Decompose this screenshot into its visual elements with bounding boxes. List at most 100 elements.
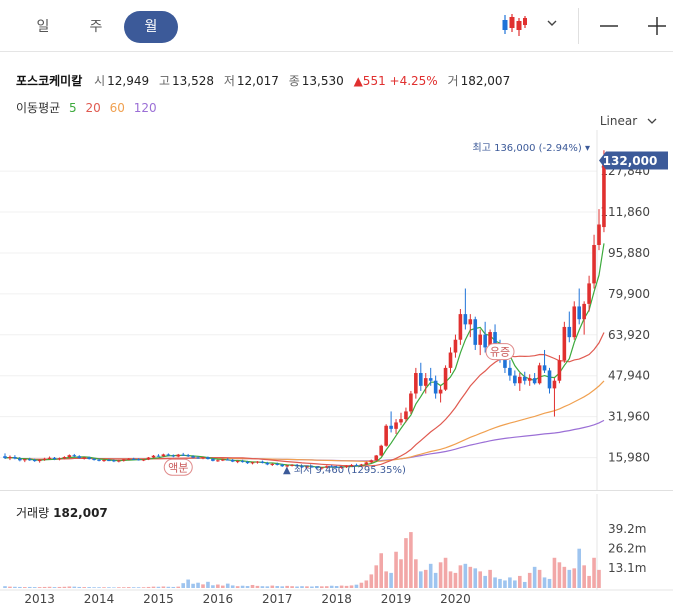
- candle: [196, 456, 200, 459]
- volume-bar: [265, 586, 270, 588]
- candle-body: [275, 463, 280, 465]
- volume-bar: [211, 585, 215, 588]
- current-price-label: 132,000: [603, 154, 658, 168]
- candle: [320, 466, 324, 470]
- tab-month[interactable]: 월: [124, 11, 178, 43]
- candle: [8, 455, 12, 461]
- candle: [334, 465, 339, 469]
- volume-bar: [8, 586, 12, 588]
- volume-bar: [394, 551, 398, 588]
- candle: [597, 209, 601, 251]
- candle-body: [453, 339, 458, 353]
- candle: [315, 465, 319, 469]
- zoom-out-icon[interactable]: [598, 16, 620, 36]
- change-value: ▲551 +4.25%: [353, 74, 438, 88]
- candle-body: [399, 419, 403, 423]
- candle-body: [23, 459, 27, 461]
- chevron-down-icon[interactable]: [546, 18, 558, 28]
- volume-bar: [275, 586, 280, 588]
- volume-bar: [136, 587, 141, 588]
- chart-type-candle-icon[interactable]: [500, 12, 528, 38]
- candle-body: [305, 466, 309, 468]
- volume-bar: [498, 578, 502, 588]
- candle: [122, 459, 126, 462]
- candle: [369, 459, 374, 464]
- candle-body: [57, 458, 62, 460]
- candle-body: [572, 306, 577, 338]
- candle-body: [211, 459, 215, 461]
- candle: [468, 314, 473, 338]
- candle-body: [181, 454, 185, 456]
- volume-bar: [122, 587, 126, 588]
- volume-bar: [37, 587, 42, 588]
- volume-bar: [503, 580, 507, 588]
- candle: [240, 459, 245, 463]
- candle-body: [8, 457, 12, 459]
- tab-day[interactable]: 일: [36, 19, 50, 35]
- volume-bar: [513, 580, 517, 588]
- candle: [87, 456, 91, 460]
- time-tick-label: 2016: [203, 592, 234, 606]
- volume-bar: [285, 585, 289, 588]
- volume-bar: [255, 585, 260, 588]
- zoom-in-icon[interactable]: [646, 16, 668, 36]
- tab-week[interactable]: 주: [89, 19, 103, 35]
- candle: [300, 464, 304, 469]
- candle-body: [320, 467, 324, 469]
- volume-bar: [448, 571, 453, 588]
- candle: [225, 458, 230, 461]
- candle: [151, 454, 156, 459]
- close-value: 13,530: [301, 74, 344, 88]
- volume-bar: [146, 586, 151, 588]
- candle: [463, 288, 468, 330]
- volume-bar: [300, 586, 304, 588]
- candle: [112, 459, 116, 463]
- event-text: 액분: [168, 461, 188, 474]
- candle: [354, 463, 359, 467]
- volume-bar: [186, 579, 190, 588]
- candle: [280, 463, 284, 467]
- candle-body: [290, 464, 294, 466]
- candle-body: [503, 357, 507, 368]
- candle-body: [577, 306, 581, 320]
- volume-bar: [18, 586, 22, 588]
- volume-bar: [77, 586, 82, 588]
- stock-name: 포스코케미칼: [16, 74, 83, 88]
- candle-body: [364, 462, 369, 465]
- candle-body: [334, 466, 339, 468]
- candle-body: [329, 466, 334, 468]
- candle: [582, 301, 586, 335]
- candle: [201, 456, 205, 460]
- candle-body: [191, 456, 195, 458]
- volume-bar: [349, 585, 354, 588]
- volume-bar: [270, 585, 275, 588]
- candle: [82, 456, 86, 460]
- candle-body: [374, 455, 379, 461]
- volume-bar: [191, 583, 195, 588]
- volume-bar: [527, 572, 532, 588]
- volume-bar: [72, 586, 77, 588]
- volume-bar: [532, 566, 537, 588]
- volume-bar: [216, 584, 220, 588]
- candle: [364, 461, 369, 465]
- scale-selector[interactable]: Linear: [600, 114, 657, 128]
- low-annotation: ▲ 최저 9,460 (1295.35%): [283, 464, 406, 476]
- volume-bar: [339, 585, 344, 588]
- volume-bar: [151, 586, 156, 588]
- candle: [265, 461, 270, 466]
- volume-bar: [141, 587, 146, 588]
- ma-20: 20: [85, 101, 101, 115]
- candle: [374, 454, 379, 462]
- volume-bar: [13, 586, 17, 588]
- candle: [23, 458, 27, 463]
- volume-bar: [221, 585, 225, 588]
- candle: [458, 309, 463, 345]
- volume-bar: [3, 586, 7, 588]
- candle-body: [587, 283, 591, 304]
- candle-body: [97, 459, 101, 461]
- candle-body: [354, 464, 359, 466]
- candle-body: [414, 373, 418, 394]
- volume-bar: [310, 586, 314, 588]
- candle: [260, 460, 265, 464]
